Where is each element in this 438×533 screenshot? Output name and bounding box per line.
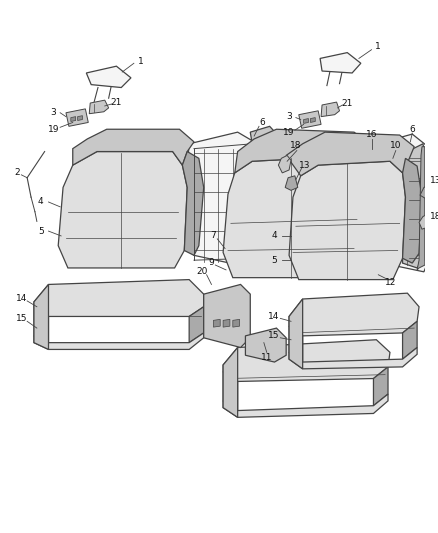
Text: 18: 18 — [290, 141, 302, 150]
Text: 6: 6 — [410, 125, 415, 134]
Polygon shape — [223, 372, 238, 410]
Polygon shape — [223, 394, 388, 417]
Text: 6: 6 — [259, 118, 265, 127]
Text: 3: 3 — [50, 108, 56, 117]
Polygon shape — [66, 109, 88, 126]
Text: 20: 20 — [196, 268, 208, 276]
Polygon shape — [289, 293, 419, 336]
Polygon shape — [279, 156, 291, 173]
Text: 4: 4 — [38, 198, 43, 206]
Polygon shape — [289, 348, 417, 369]
Polygon shape — [419, 215, 430, 229]
Text: 5: 5 — [272, 256, 277, 265]
Text: 1: 1 — [138, 57, 144, 66]
Text: 11: 11 — [261, 353, 272, 362]
Polygon shape — [299, 111, 321, 128]
Polygon shape — [286, 132, 414, 176]
Polygon shape — [189, 307, 204, 343]
Text: 21: 21 — [342, 99, 353, 108]
Polygon shape — [223, 319, 230, 327]
Polygon shape — [223, 156, 362, 278]
Polygon shape — [204, 285, 250, 348]
Text: 12: 12 — [385, 278, 397, 287]
Polygon shape — [420, 185, 432, 198]
Polygon shape — [289, 161, 406, 280]
Text: 15: 15 — [268, 332, 279, 341]
Polygon shape — [304, 118, 308, 124]
Polygon shape — [250, 126, 283, 268]
Polygon shape — [311, 118, 315, 123]
Polygon shape — [403, 144, 425, 268]
Polygon shape — [34, 307, 49, 343]
Text: 1: 1 — [375, 42, 381, 51]
Text: 4: 4 — [272, 231, 277, 240]
Text: 16: 16 — [366, 130, 377, 139]
Polygon shape — [34, 333, 204, 350]
Text: 7: 7 — [211, 231, 216, 240]
Polygon shape — [34, 280, 204, 317]
Text: 2: 2 — [14, 168, 20, 177]
Polygon shape — [403, 321, 417, 359]
Text: 3: 3 — [286, 112, 292, 121]
Polygon shape — [289, 299, 303, 369]
Text: 18: 18 — [430, 212, 438, 221]
Polygon shape — [86, 66, 131, 87]
Polygon shape — [362, 134, 432, 272]
Polygon shape — [71, 117, 76, 122]
Text: 19: 19 — [48, 125, 59, 134]
Polygon shape — [235, 129, 369, 173]
Text: 9: 9 — [208, 257, 214, 266]
Polygon shape — [89, 100, 109, 114]
Text: 15: 15 — [16, 314, 27, 323]
Text: 14: 14 — [268, 312, 279, 321]
Polygon shape — [34, 285, 49, 350]
Polygon shape — [73, 129, 194, 165]
Polygon shape — [187, 132, 260, 268]
Text: 10: 10 — [390, 141, 402, 150]
Polygon shape — [289, 326, 303, 362]
Polygon shape — [357, 156, 380, 260]
Polygon shape — [245, 328, 286, 362]
Text: 21: 21 — [111, 98, 122, 107]
Text: 13: 13 — [430, 176, 438, 185]
Polygon shape — [223, 348, 238, 417]
Text: 13: 13 — [299, 160, 311, 169]
Polygon shape — [417, 147, 425, 270]
Polygon shape — [182, 151, 204, 255]
Text: 19: 19 — [283, 127, 295, 136]
Polygon shape — [58, 151, 187, 268]
Polygon shape — [403, 158, 422, 263]
Text: 14: 14 — [16, 295, 27, 303]
Polygon shape — [78, 116, 82, 120]
Polygon shape — [223, 340, 390, 382]
Polygon shape — [321, 102, 339, 117]
Polygon shape — [233, 319, 240, 327]
Polygon shape — [285, 176, 298, 190]
Polygon shape — [374, 367, 388, 406]
Text: 5: 5 — [38, 227, 44, 236]
Polygon shape — [213, 319, 220, 327]
Polygon shape — [320, 53, 361, 73]
